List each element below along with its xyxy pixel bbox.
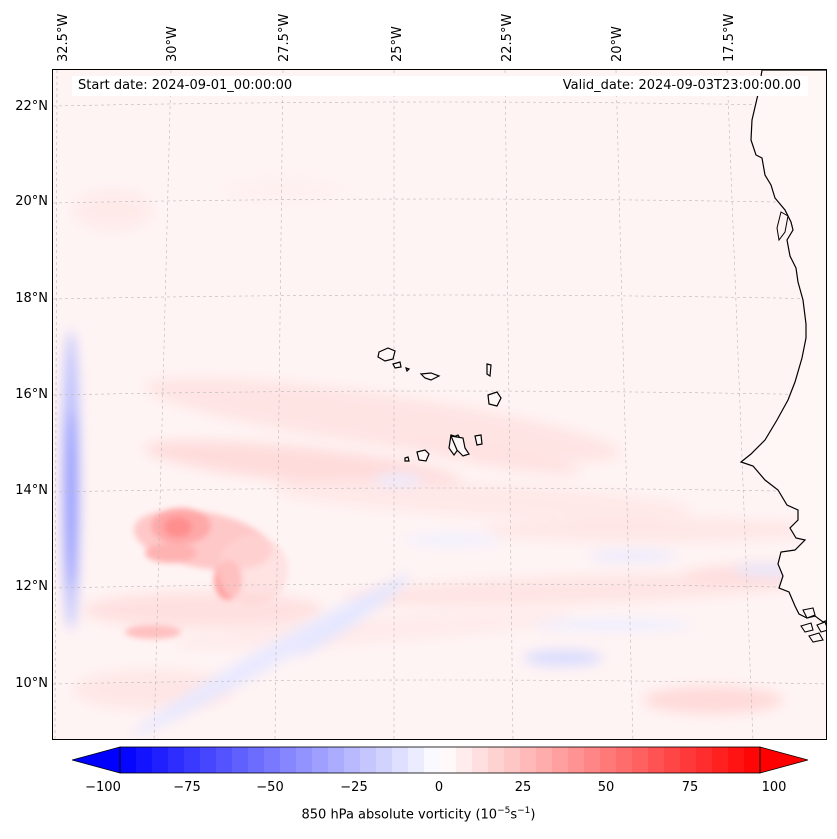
lon-label-27-5w: 27.5°W [277, 13, 292, 62]
colorbar-label: 850 hPa absolute vorticity (10−5s−1) [0, 806, 837, 822]
colorbar-segment [184, 747, 201, 773]
lon-label-17-5w: 17.5°W [722, 13, 737, 62]
colorbar-segment [616, 747, 633, 773]
colorbar-label-mid: s [510, 807, 518, 823]
colorbar-segment [440, 747, 457, 773]
colorbar-tick-minus-75: −75 [173, 780, 201, 795]
colorbar-segment [424, 747, 441, 773]
colorbar-segment [744, 747, 761, 773]
lat-label-14n: 14°N [15, 483, 48, 498]
colorbar-tick-minus-50: −50 [256, 780, 284, 795]
island-santiago [450, 435, 470, 457]
colorbar-segment [584, 747, 601, 773]
negative-vorticity-bands [63, 330, 813, 736]
colorbar-segment [536, 747, 553, 773]
colorbar-segment [568, 747, 585, 773]
colorbar-segment [120, 747, 137, 773]
colorbar-segment [344, 747, 361, 773]
colorbar-segment [232, 747, 249, 773]
island-sao-vicente [392, 361, 402, 369]
lat-label-16n: 16°N [15, 387, 48, 402]
colorbar-segment [408, 747, 425, 773]
colorbar-segment [248, 747, 265, 773]
colorbar-segment [520, 747, 537, 773]
colorbar-max-extend [759, 746, 808, 774]
vorticity-maximum [125, 508, 288, 639]
date-info-box: Start date: 2024-09-01_00:00:00 Valid_da… [72, 76, 808, 96]
island-sao-nicolau [419, 372, 441, 381]
colorbar-segment [472, 747, 489, 773]
colorbar-segment [728, 747, 745, 773]
lat-label-18n: 18°N [15, 291, 48, 306]
colorbar-tick-0: 0 [434, 780, 444, 795]
island-sal [486, 363, 492, 378]
coastal-inlet [776, 211, 789, 242]
colorbar-segments [120, 747, 761, 773]
valid-date: Valid_date: 2024-09-03T23:00:00.00 [562, 78, 801, 93]
colorbar-segment [664, 747, 681, 773]
colorbar-segment [152, 747, 169, 773]
colorbar-segment [648, 747, 665, 773]
island-boa-vista [487, 391, 502, 407]
colorbar-segment [552, 747, 569, 773]
colorbar-segment [280, 747, 297, 773]
island-santa-luzia [405, 367, 411, 373]
positive-vorticity-streaks [73, 178, 823, 714]
cabo-verde-islands [377, 347, 502, 462]
map-panel[interactable] [52, 69, 827, 740]
colorbar-min-extend [72, 746, 121, 774]
colorbar-segment [376, 747, 393, 773]
colorbar-segment [168, 747, 185, 773]
lat-label-22n: 22°N [15, 99, 48, 114]
colorbar-tick-25: 25 [514, 780, 532, 795]
colorbar-segment [712, 747, 729, 773]
lat-label-12n: 12°N [15, 579, 48, 594]
colorbar [72, 746, 808, 774]
colorbar-segment [392, 747, 409, 773]
colorbar-segment [296, 747, 313, 773]
lon-label-22-5w: 22.5°W [500, 13, 515, 62]
colorbar-tick-100: 100 [761, 780, 787, 795]
colorbar-label-exp1: −5 [497, 806, 511, 816]
africa-coastline [739, 70, 826, 623]
colorbar-segment [632, 747, 649, 773]
lon-label-30w: 30°W [165, 26, 180, 62]
colorbar-tick-minus-25: −25 [340, 780, 368, 795]
colorbar-segment [456, 747, 473, 773]
colorbar-label-end: ) [530, 807, 536, 823]
island-fogo-main [416, 449, 430, 462]
island-santo-antao [377, 347, 396, 362]
bijagos-islands [800, 607, 826, 643]
colorbar-tick-75: 75 [681, 780, 699, 795]
colorbar-label-main: 850 hPa absolute vorticity (10 [301, 807, 498, 823]
start-date: Start date: 2024-09-01_00:00:00 [78, 78, 293, 93]
colorbar-segment [696, 747, 713, 773]
graticule [53, 70, 826, 739]
colorbar-segment [504, 747, 521, 773]
colorbar-tick-minus-100: −100 [85, 780, 121, 795]
lat-label-20n: 20°N [15, 194, 48, 209]
colorbar-tick-50: 50 [597, 780, 615, 795]
island-maio [474, 434, 483, 446]
colorbar-label-exp2: −1 [517, 806, 531, 816]
colorbar-segment [200, 747, 217, 773]
colorbar-segment [312, 747, 329, 773]
colorbar-segment [600, 747, 617, 773]
colorbar-segment [360, 747, 377, 773]
island-brava [404, 456, 410, 462]
colorbar-outline [119, 746, 761, 774]
vorticity-map [53, 70, 826, 739]
lon-label-25w: 25°W [390, 26, 405, 62]
lat-label-10n: 10°N [15, 676, 48, 691]
colorbar-segment [488, 747, 505, 773]
lon-label-32-5w: 32.5°W [56, 13, 71, 62]
colorbar-segment [264, 747, 281, 773]
colorbar-segment [136, 747, 153, 773]
lon-label-20w: 20°W [610, 26, 625, 62]
colorbar-segment [680, 747, 697, 773]
colorbar-segment [328, 747, 345, 773]
colorbar-segment [216, 747, 233, 773]
